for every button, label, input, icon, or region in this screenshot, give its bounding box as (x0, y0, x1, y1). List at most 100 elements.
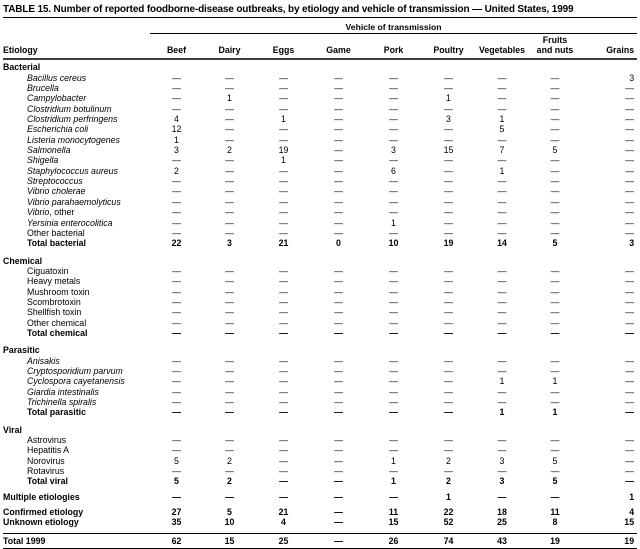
value-cell: 1 (446, 93, 451, 104)
value-cell: — (444, 407, 453, 418)
data-row: Bacillus cereus — — — — — — — — 3 (3, 73, 637, 83)
data-row: Rotavirus — — — — — — — — — (3, 466, 637, 476)
etiology-name-italic: Vibrio (27, 207, 50, 218)
value-cell: — (625, 83, 635, 94)
value-cell: — (389, 466, 398, 477)
data-row: Listeria monocytogenes 1 — — — — — — — — (3, 135, 637, 145)
value-cell: — (389, 196, 398, 207)
value-cell: — (172, 286, 181, 297)
value-cell: — (497, 307, 507, 318)
value-cell: — (334, 114, 343, 125)
value-cell: 62 (150, 532, 203, 549)
value-cell: — (279, 491, 288, 502)
value-cell: — (279, 186, 288, 197)
value-cell: — (444, 276, 453, 287)
value-cell: — (625, 227, 635, 238)
value-cell: — (550, 276, 560, 287)
data-row: Clostridium botulinum — — — — — — — — — (3, 104, 637, 114)
table-title: TABLE 15. Number of reported foodborne-d… (3, 4, 637, 18)
value-cell: — (225, 72, 234, 83)
value-cell: — (497, 435, 507, 446)
value-cell: — (550, 265, 560, 276)
value-cell: — (550, 386, 560, 397)
etiology-name-italic: Clostridium botulinum (27, 103, 112, 114)
value-cell: 3 (391, 145, 396, 156)
value-cell: 5 (552, 455, 558, 466)
value-cell: — (334, 165, 343, 176)
value-cell: — (334, 365, 343, 376)
value-cell: — (625, 355, 635, 366)
value-cell: — (550, 217, 560, 228)
value-cell: — (444, 196, 453, 207)
value-cell: — (625, 397, 635, 407)
value-cell: — (334, 327, 343, 338)
value-cell: — (444, 83, 453, 94)
value-cell: — (550, 365, 560, 376)
value-cell: — (497, 466, 507, 477)
value-cell: — (389, 227, 398, 238)
value-cell: — (444, 327, 453, 338)
value-cell: 19 (528, 532, 582, 549)
value-cell: — (225, 307, 234, 318)
data-row: Vibrio cholerae — — — — — — — — — (3, 186, 637, 196)
value-cell: — (225, 276, 234, 287)
value-cell: — (550, 165, 560, 176)
value-cell: 22 (171, 238, 182, 249)
value-cell: — (497, 83, 507, 94)
value-cell: — (279, 165, 288, 176)
value-cell: — (225, 365, 234, 376)
value-cell: — (389, 134, 398, 145)
value-cell: — (334, 407, 343, 418)
column-header-vegetables: Vegetables (476, 33, 528, 61)
value-cell: — (625, 93, 635, 104)
value-cell: — (279, 265, 288, 276)
value-cell: — (550, 466, 560, 477)
value-cell: — (625, 307, 635, 318)
value-cell: — (172, 355, 181, 366)
value-cell: — (497, 327, 507, 338)
value-cell: — (550, 72, 560, 83)
value-cell: — (625, 186, 635, 197)
value-cell: — (625, 365, 635, 376)
etiology-label: Astrovirus (27, 435, 67, 446)
data-row: Other bacterial — — — — — — — — — (3, 228, 637, 238)
value-cell: — (625, 455, 635, 466)
etiology-name-italic: Streptococcus (27, 176, 83, 187)
value-cell: — (550, 114, 560, 125)
value-cell: 52 (443, 517, 454, 528)
etiology-name-italic: Vibrio cholerae (27, 186, 86, 197)
value-cell: — (550, 207, 560, 218)
value-cell: 1 (391, 217, 396, 228)
value-cell: 14 (497, 238, 507, 249)
value-cell: — (279, 217, 288, 228)
value-cell: — (444, 386, 453, 397)
value-cell: — (172, 72, 181, 83)
value-cell: — (444, 365, 453, 376)
value-cell: 3 (227, 238, 232, 249)
value-cell: 3 (629, 72, 635, 83)
value-cell: — (279, 176, 288, 187)
value-cell: — (334, 435, 343, 446)
etiology-label: Scombrotoxin (27, 296, 81, 307)
value-cell: 35 (171, 517, 182, 528)
value-cell: — (497, 365, 507, 376)
value-cell: 11 (388, 507, 399, 518)
value-cell: 1 (499, 114, 505, 125)
value-cell: — (225, 327, 234, 338)
value-cell: — (550, 327, 560, 338)
value-cell: — (625, 196, 635, 207)
value-cell: 1 (281, 155, 286, 166)
value-cell: — (625, 386, 635, 397)
value-cell: — (334, 355, 343, 366)
value-cell: — (444, 296, 453, 307)
value-cell: — (334, 507, 343, 518)
value-cell: — (444, 397, 453, 407)
data-row: Cryptosporidium parvum — — — — — — — — — (3, 366, 637, 376)
value-cell: — (334, 196, 343, 207)
value-cell: 4 (629, 507, 635, 518)
value-cell: — (389, 176, 398, 187)
value-cell: — (497, 491, 507, 502)
etiology-label: Campylobacter (3, 93, 150, 103)
value-cell: — (550, 317, 560, 328)
